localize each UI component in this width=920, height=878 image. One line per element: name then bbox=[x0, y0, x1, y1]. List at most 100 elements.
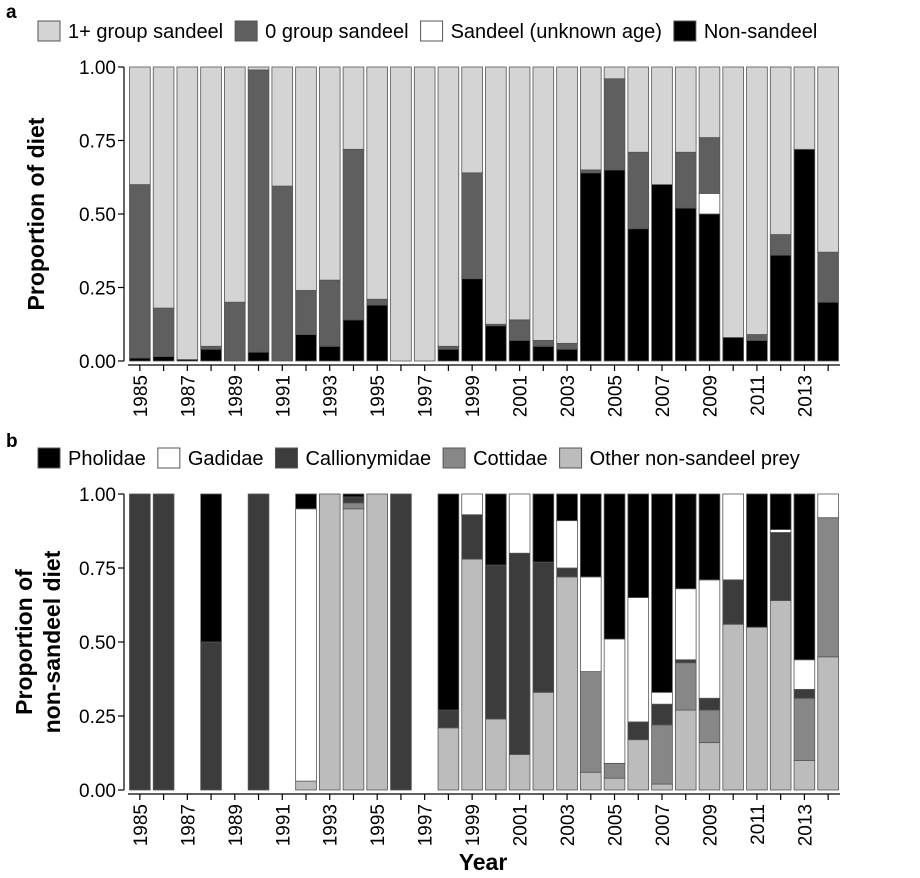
bar-segment bbox=[793, 688, 816, 699]
bar-segment bbox=[508, 493, 531, 554]
bar-segment bbox=[129, 184, 151, 359]
bar-segment bbox=[627, 721, 650, 741]
bar-segment bbox=[674, 659, 697, 664]
bar-segment bbox=[627, 151, 650, 230]
bar-segment bbox=[295, 334, 317, 362]
bar-segment bbox=[580, 671, 602, 773]
x-tick-label: 2007 bbox=[653, 804, 674, 846]
bar-segment bbox=[746, 66, 768, 335]
x-tick-label: 1995 bbox=[368, 804, 389, 846]
bar-segment bbox=[746, 334, 768, 341]
bar-segment bbox=[342, 493, 365, 498]
bar-segment bbox=[651, 184, 673, 362]
bar-segment bbox=[817, 517, 839, 658]
panel-b-chart: Pholidae Gadidae Callionymidae Cottidae Othe… bbox=[11, 447, 840, 846]
bar-segment bbox=[603, 169, 626, 362]
legend-label: Callionymidae bbox=[305, 448, 431, 470]
bar-segment bbox=[674, 151, 697, 209]
bar-segment bbox=[651, 724, 673, 785]
bar-segment bbox=[698, 709, 721, 744]
bar-segment bbox=[485, 325, 507, 362]
bar-segment bbox=[698, 742, 721, 791]
x-tick-label: 2011 bbox=[748, 375, 769, 416]
bar-segment bbox=[318, 493, 341, 791]
legend-swatch-pholidae bbox=[37, 447, 61, 469]
x-tick-label: 1991 bbox=[273, 804, 294, 846]
bar-segment bbox=[532, 561, 555, 693]
bar-segment bbox=[580, 66, 602, 171]
bar-segment bbox=[746, 493, 768, 628]
bar-segment bbox=[200, 641, 222, 791]
x-tick-label: 1989 bbox=[226, 804, 247, 846]
bar-segment bbox=[746, 626, 768, 791]
legend-swatch-gadidae bbox=[157, 447, 181, 469]
bar-segment bbox=[556, 520, 578, 569]
bar-segment bbox=[532, 691, 555, 791]
bar-segment bbox=[200, 348, 222, 362]
legend-swatch-cottidae bbox=[442, 447, 466, 469]
x-tick-label: 2007 bbox=[653, 375, 674, 417]
y-axis-title-line: non-sandeel diet bbox=[39, 550, 65, 733]
bar-segment bbox=[247, 66, 270, 71]
x-tick-label: 1991 bbox=[273, 375, 294, 417]
bar-segment bbox=[698, 579, 721, 699]
bar-segment bbox=[556, 567, 578, 578]
y-tick-label: 0.25 bbox=[79, 707, 116, 728]
x-tick-label: 2005 bbox=[606, 804, 627, 846]
bar-segment bbox=[793, 66, 816, 150]
bar-segment bbox=[461, 514, 483, 560]
bar-segment bbox=[295, 66, 317, 291]
bar-segment bbox=[580, 172, 602, 362]
x-axis-title: Year bbox=[459, 849, 508, 875]
bar-segment bbox=[200, 493, 222, 643]
bar-segment bbox=[461, 66, 483, 174]
bar-segment bbox=[698, 213, 721, 362]
bar-segment bbox=[461, 278, 483, 362]
x-tick-label: 1999 bbox=[463, 804, 484, 846]
bar-segment bbox=[674, 66, 697, 153]
bar-segment bbox=[580, 169, 602, 174]
bar-segment bbox=[508, 340, 531, 362]
bar-segment bbox=[698, 193, 721, 215]
bar-segment bbox=[651, 783, 673, 791]
bar-segment bbox=[129, 493, 151, 791]
bar-segment bbox=[793, 760, 816, 791]
y-tick-label: 0.75 bbox=[79, 559, 116, 580]
bar-segment bbox=[627, 66, 650, 153]
x-tick-label: 2011 bbox=[748, 804, 769, 845]
bar-segment bbox=[722, 66, 744, 338]
bar-segment bbox=[580, 576, 602, 673]
bar-segment bbox=[674, 207, 697, 362]
bar-segment bbox=[556, 342, 578, 350]
bar-segment bbox=[698, 66, 721, 138]
panel-a-letter: a bbox=[6, 2, 17, 23]
bar-segment bbox=[508, 552, 531, 755]
bar-segment bbox=[603, 777, 626, 791]
x-tick-label: 1987 bbox=[178, 804, 199, 846]
bar-segment bbox=[532, 345, 555, 362]
bar-segment bbox=[508, 66, 531, 321]
bar-segment bbox=[437, 345, 460, 350]
bar-segment bbox=[508, 319, 531, 341]
bar-segment bbox=[200, 345, 222, 350]
x-tick-label: 1997 bbox=[416, 804, 437, 846]
bar-segment bbox=[224, 66, 246, 303]
bar-segment bbox=[461, 493, 483, 516]
bar-segment bbox=[508, 754, 531, 791]
bar-segment bbox=[674, 662, 697, 711]
bar-segment bbox=[295, 290, 317, 335]
bar-segment bbox=[295, 493, 317, 510]
x-tick-label: 2003 bbox=[558, 375, 579, 417]
bar-segment bbox=[627, 739, 650, 791]
bar-segment bbox=[152, 66, 175, 309]
bar-segment bbox=[437, 66, 460, 347]
bar-segment bbox=[769, 254, 792, 362]
bar-segment bbox=[556, 66, 578, 344]
bar-segment bbox=[342, 148, 365, 321]
bar-segment bbox=[366, 493, 388, 791]
bar-segment bbox=[342, 319, 365, 362]
x-tick-label: 1993 bbox=[321, 375, 342, 417]
bar-segment bbox=[817, 493, 839, 519]
bar-segment bbox=[129, 66, 151, 185]
bar-segment bbox=[722, 579, 744, 625]
